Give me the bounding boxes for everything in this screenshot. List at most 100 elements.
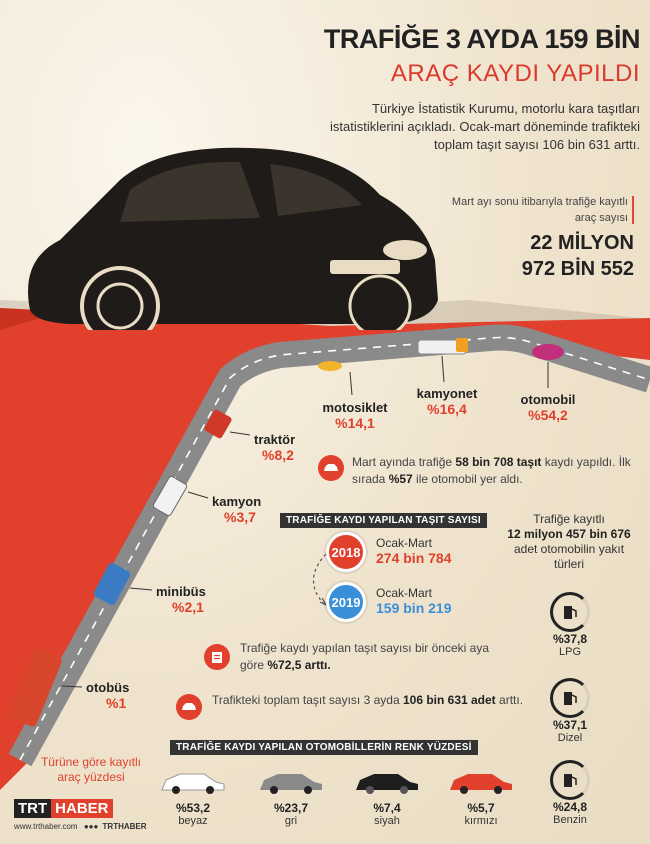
fuel-pump-icon (550, 592, 590, 632)
logo-trt: TRT (14, 799, 52, 818)
van-icon (417, 338, 468, 355)
fuel-caption-line: adet otomobilin yakıt türleri (513, 542, 625, 571)
vehicle-type-label: traktör (254, 432, 296, 447)
intro-text: Türkiye İstatistik Kurumu, motorlu kara … (330, 101, 640, 152)
note-emphasis: 58 bin 708 taşıt (455, 455, 542, 469)
hero-car-illustration (28, 147, 438, 330)
note-emphasis: 106 bin 631 adet (402, 693, 496, 707)
car-icon (532, 344, 564, 360)
vehicle-type-pct: %16,4 (427, 401, 467, 417)
car-icon (161, 773, 225, 794)
fuel-pump-icon (550, 678, 590, 718)
march-note: Mart ayında trafiğe 58 bin 708 taşıt kay… (352, 454, 642, 488)
fuel-caption-line: 12 milyon 457 bin 676 (507, 527, 631, 541)
vehicle-type-otobus: otobüs %1 (86, 680, 146, 711)
monthly-note: Trafiğe kaydı yapılan taşıt sayısı bir ö… (240, 640, 510, 674)
registered-total-line2: 972 BİN 552 (521, 258, 634, 280)
fuel-item-dizel: %37,1 Dizel (540, 678, 600, 744)
vehicle-type-pct: %3,7 (224, 509, 256, 525)
registered-caption: Mart ayı sonu itibarıyla trafiğe kayıtlı… (451, 196, 628, 224)
fuel-item-lpg: %37,8 LPG (540, 592, 600, 658)
color-pct: %23,7 (273, 801, 309, 815)
truck-icon (152, 476, 188, 516)
vehicle-type-label: otobüs (86, 680, 130, 695)
accent-divider (632, 196, 634, 224)
total-note: Trafikteki toplam taşıt sayısı 3 ayda 10… (212, 692, 524, 709)
footer-links: www.trthaber.com ●●● TRTHABER (14, 822, 147, 831)
color-pct: %5,7 (467, 801, 495, 815)
note-emphasis: %72,5 arttı. (267, 658, 331, 672)
fuel-pct: %24,8 (552, 800, 588, 814)
vehicle-type-label: motosiklet (322, 400, 388, 415)
note-emphasis: %57 (388, 472, 413, 486)
note-text: Trafiğe kaydı yapılan taşıt sayısı bir ö… (240, 641, 490, 672)
color-item-beyaz: %53,2 beyaz (158, 768, 228, 827)
fuel-pct: %37,8 (552, 632, 588, 646)
vehicle-type-label: kamyonet (416, 386, 478, 401)
motorcycle-icon (318, 361, 342, 371)
registered-total-line1: 22 MİLYON (530, 232, 634, 254)
vehicle-type-label: kamyon (212, 494, 262, 509)
vehicle-type-pct: %1 (106, 695, 127, 711)
vehicle-type-pct: %2,1 (172, 599, 204, 615)
registration-value: 274 bin 784 (376, 550, 452, 566)
color-name: gri (284, 815, 298, 827)
registrations-title: TRAFİĞE KAYDI YAPILAN TAŞIT SAYISI (280, 513, 487, 528)
color-item-siyah: %7,4 siyah (352, 768, 422, 827)
tractor-icon (204, 409, 232, 439)
note-text: ile otomobil yer aldı. (412, 472, 523, 486)
car-icon (356, 774, 418, 794)
registration-2019: Ocak-Mart 159 bin 219 (376, 586, 452, 616)
color-name: siyah (374, 815, 400, 827)
fuel-name: Benzin (553, 814, 587, 826)
vehicle-type-otomobil: otomobil %54,2 (518, 392, 578, 423)
fuel-name: LPG (558, 646, 581, 658)
vehicle-types-caption: Türüne göre kayıtlı araç yüzdesi (40, 755, 142, 784)
page-subtitle: ARAÇ KAYDI YAPILDI (390, 60, 640, 87)
colors-title: TRAFİĞE KAYDI YAPILAN OTOMOBİLLERİN RENK… (170, 740, 478, 755)
footer-site: www.trthaber.com (14, 822, 78, 831)
color-item-gri: %23,7 gri (256, 768, 326, 827)
minibus-icon (93, 563, 131, 605)
footer-handle: TRTHABER (102, 822, 147, 831)
vehicle-type-kamyonet: kamyonet %16,4 (412, 386, 482, 417)
year-badge-2018: 2018 (326, 532, 366, 572)
vehicle-type-pct: %8,2 (262, 447, 294, 463)
vehicle-type-label: minibüs (156, 584, 206, 599)
color-name: kırmızı (464, 815, 498, 827)
color-name: beyaz (178, 815, 208, 827)
color-item-kirmizi: %5,7 kırmızı (446, 768, 516, 827)
fuel-pct: %37,1 (552, 718, 588, 732)
fuel-caption-line: Trafiğe kayıtlı (533, 512, 605, 526)
registration-value: 159 bin 219 (376, 600, 452, 616)
bus-icon (8, 648, 62, 727)
vehicle-type-kamyon: kamyon %3,7 (212, 494, 272, 525)
logo-haber: HABER (51, 799, 113, 818)
registration-2018: Ocak-Mart 274 bin 784 (376, 536, 452, 566)
car-note-icon (318, 455, 344, 481)
note-text: Trafikteki toplam taşıt sayısı 3 ayda (212, 693, 403, 707)
fuel-caption: Trafiğe kayıtlı 12 milyon 457 bin 676 ad… (500, 512, 638, 572)
registration-period: Ocak-Mart (376, 536, 433, 550)
vehicle-type-pct: %54,2 (528, 407, 568, 423)
note-text: kaydı yapıldı. İlk sırada (352, 455, 631, 486)
clipboard-icon (204, 644, 230, 670)
fuel-pump-icon (550, 760, 590, 800)
social-icons: ●●● (83, 822, 99, 831)
fuel-name: Dizel (557, 732, 583, 744)
registration-period: Ocak-Mart (376, 586, 433, 600)
note-text: arttı. (495, 693, 524, 707)
fuel-item-benzin: %24,8 Benzin (540, 760, 600, 826)
color-pct: %7,4 (373, 801, 401, 815)
note-text: Mart ayında trafiğe (352, 455, 456, 469)
page-title: TRAFİĞE 3 AYDA 159 BİN (323, 24, 641, 54)
vehicle-type-traktor: traktör %8,2 (254, 432, 314, 463)
car-icon (450, 774, 512, 794)
year-badge-2019: 2019 (326, 582, 366, 622)
vehicle-type-pct: %14,1 (335, 415, 375, 431)
car-icon (260, 774, 322, 794)
vehicle-type-label: otomobil (520, 392, 576, 407)
vehicle-type-motosiklet: motosiklet %14,1 (320, 400, 390, 431)
trt-haber-logo: TRT HABER (14, 799, 113, 818)
car-note-icon (176, 694, 202, 720)
